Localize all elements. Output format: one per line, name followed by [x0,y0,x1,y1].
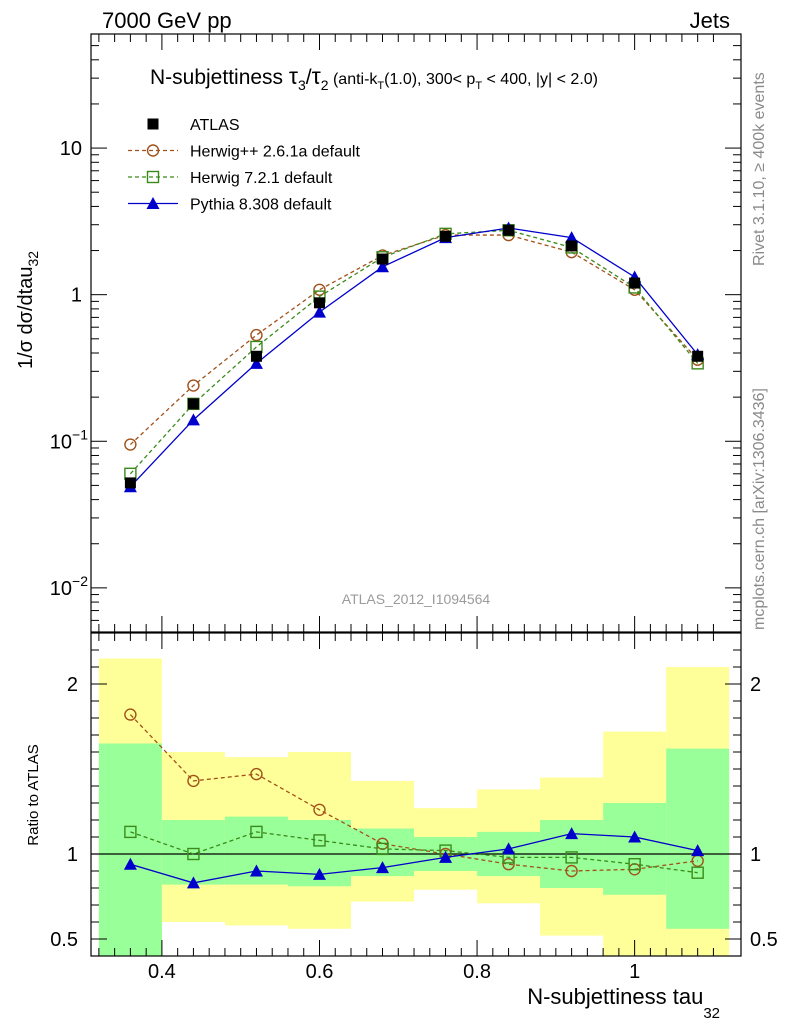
series-line-herwig [129,229,699,475]
y-tick-label: 10 [60,138,82,160]
ratio-point-pythia [628,830,642,843]
ratio-point-pythia [249,864,263,877]
data-point-atlas [503,224,515,236]
x-tick-label: 0.4 [148,961,176,983]
stat-uncertainty-band [98,743,162,956]
data-point-atlas [566,240,578,252]
ratio-point-herwig [565,851,578,864]
data-point-herwigpppp [250,328,263,342]
data-point-atlas [250,350,262,362]
ratio-point-pythia [439,850,453,863]
ratio-point-herwig [376,842,389,856]
legend-label: Herwig 7.2.1 default [190,170,333,187]
ratio-y-tick-label-left: 2 [67,674,78,696]
x-tick-label: 0.8 [463,961,491,983]
x-axis-label: N-subjettiness tau32 [527,984,720,1022]
ratio-line-pythia [130,832,698,884]
stat-uncertainty-band [603,803,667,895]
ratio-point-herwigpppp [502,858,515,871]
ratio-point-herwigpppp [250,767,263,781]
main-x-ticks [98,34,714,632]
legend-marker [146,197,160,209]
ratio-point-herwig [187,847,200,861]
ratio-y-tick-label-left: 0.5 [50,929,78,951]
ratio-point-herwig [628,858,641,871]
ratio-line-herwig [130,831,698,874]
data-point-atlas [692,350,704,362]
legend-marker [146,170,160,184]
y-tick-label: 1 [71,285,82,307]
main-y-axis-label: 1/σ dσ/dtau32 [15,251,41,369]
legend-label: Pythia 8.308 default [190,197,332,214]
ratio-series-layer [123,708,705,889]
main-frame [90,33,742,633]
x-tick-label: 1 [629,961,640,983]
main-y-ticks: 10 1 10−1 10−2 [50,33,741,633]
mcplots-label: mcplots.cern.ch [arXiv:1306.3436] [751,388,768,630]
stat-uncertainty-band [161,820,225,885]
header-right: Jets [690,8,730,33]
data-point-pythia [249,356,263,369]
ratio-bands [98,658,730,956]
series-line-pythia [129,227,699,488]
legend-label: Herwig++ 2.6.1a default [190,144,360,161]
stat-uncertainty-band [666,748,730,929]
legend-marker [146,144,160,157]
data-point-herwigpppp [124,438,137,451]
rivet-version-label: Rivet 3.1.10, ≥ 400k events [751,72,768,266]
ratio-point-herwig [691,866,704,879]
ratio-frame [90,632,742,957]
ratio-point-herwigpppp [187,774,200,788]
ratio-point-pythia [186,876,200,889]
data-point-atlas [629,277,641,289]
main-title: N-subjettiness τ3/τ2 (anti-kT(1.0), 300<… [150,63,598,93]
ratio-y-tick-label-left: 1 [67,844,78,866]
ratio-y-axis-label: Ratio to ATLAS [25,744,42,845]
ratio-y-tick-label-right: 0.5 [750,929,778,951]
x-tick-label: 0.6 [306,961,334,983]
ratio-y-tick-label-right: 1 [750,844,761,866]
legend-label: ATLAS [190,117,240,134]
ratio-point-herwigpppp [565,864,578,878]
ratio-point-pythia [312,867,326,880]
ratio-point-herwig [313,834,326,847]
ratio-point-pythia [123,857,137,870]
ratio-point-pythia [502,842,516,855]
data-point-atlas [124,477,136,489]
ratio-line-herwigpppp [129,714,698,872]
ratio-panel: 0.4 0.6 0.8 1 2 2 1 1 0.5 0.5 Ratio to ATLAS N-su… [25,632,778,1022]
main-panel: N-subjettiness τ3/τ2 (anti-kT(1.0), 300<… [15,33,742,633]
legend-marker [147,118,159,130]
data-point-herwigpppp [187,379,200,392]
y-tick-label: 10−2 [50,573,88,600]
ratio-point-herwigpppp [313,803,326,816]
data-point-pythia [565,231,579,244]
ratio-point-pythia [565,827,579,840]
data-point-pythia [312,305,326,318]
ratio-point-herwig [124,825,137,839]
ratio-point-pythia [376,861,390,874]
y-tick-label: 10−1 [50,426,88,453]
ratio-point-herwig [250,825,263,839]
legend: ATLAS Herwig++ 2.6.1a default Herwig 7.2.1… [128,117,360,214]
ratio-axes: 0.4 0.6 0.8 1 2 2 1 1 0.5 0.5 [50,633,778,983]
data-point-atlas [377,253,389,265]
analysis-watermark: ATLAS_2012_I1094564 [342,591,491,607]
data-point-atlas [440,230,452,242]
data-point-atlas [187,398,199,410]
data-point-pythia [186,413,200,426]
ratio-point-herwigpppp [124,708,137,721]
main-series-layer [123,221,705,493]
data-point-pythia [376,260,390,273]
data-point-atlas [313,297,325,309]
header-left: 7000 GeV pp [102,8,232,33]
series-line-herwigpppp [129,234,699,446]
ratio-point-pythia [691,844,705,857]
data-point-herwigpppp [313,283,326,296]
ratio-y-tick-label-right: 2 [750,674,761,696]
